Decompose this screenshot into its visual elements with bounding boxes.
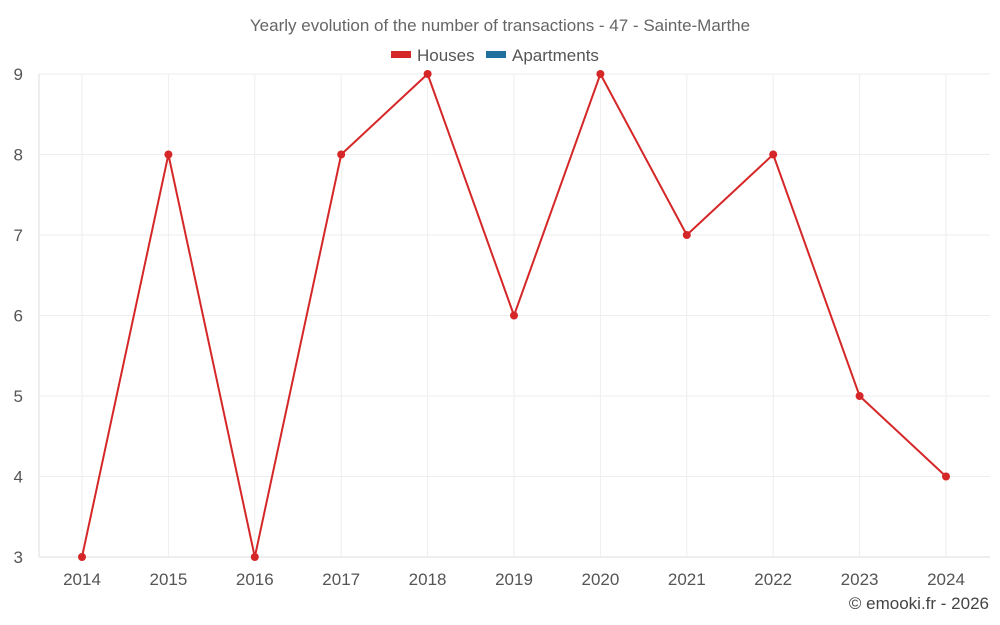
- data-point-houses[interactable]: [337, 150, 346, 159]
- data-point-houses[interactable]: [942, 472, 950, 481]
- x-tick-label: 2019: [495, 570, 533, 589]
- x-tick-label: 2016: [236, 570, 274, 589]
- data-point-houses[interactable]: [164, 150, 173, 159]
- chart-title: Yearly evolution of the number of transa…: [250, 16, 750, 35]
- x-tick-label: 2024: [927, 570, 965, 589]
- y-tick-label: 6: [14, 307, 23, 326]
- grid: [39, 73, 990, 557]
- x-tick-label: 2015: [149, 570, 187, 589]
- data-point-houses[interactable]: [423, 70, 432, 78]
- data-point-houses[interactable]: [250, 553, 259, 561]
- y-tick-label: 7: [14, 226, 23, 245]
- tick-labels: 3 4 5 6 7 8 9 2014 2015 2016 2017 2018 2019 2020 2021 2…: [14, 65, 965, 589]
- x-tick-label: 2020: [581, 570, 619, 589]
- y-tick-label: 9: [14, 65, 23, 84]
- x-tick-label: 2017: [322, 570, 360, 589]
- x-tick-label: 2021: [668, 570, 706, 589]
- y-tick-label: 5: [14, 387, 23, 406]
- axes: [38, 74, 990, 558]
- x-tick-label: 2018: [409, 570, 447, 589]
- legend-swatch-apartments[interactable]: [486, 51, 506, 58]
- data-point-houses[interactable]: [78, 553, 86, 561]
- x-tick-label: 2022: [754, 570, 792, 589]
- data-point-houses[interactable]: [769, 150, 778, 159]
- data-point-houses[interactable]: [855, 392, 864, 400]
- y-tick-label: 4: [14, 468, 23, 487]
- credit-text: © emooki.fr - 2026: [849, 594, 989, 613]
- x-tick-label: 2023: [841, 570, 879, 589]
- data-point-houses[interactable]: [682, 231, 691, 239]
- data-point-houses[interactable]: [596, 70, 605, 78]
- y-tick-label: 3: [14, 548, 23, 567]
- legend-label-houses[interactable]: Houses: [417, 46, 475, 65]
- data-point-houses[interactable]: [510, 311, 518, 320]
- y-tick-label: 8: [14, 146, 23, 165]
- legend-label-apartments[interactable]: Apartments: [512, 46, 599, 65]
- x-tick-label: 2014: [63, 570, 101, 589]
- legend[interactable]: Houses Apartments: [391, 46, 599, 65]
- legend-swatch-houses[interactable]: [391, 51, 411, 58]
- series-layer: [78, 70, 950, 561]
